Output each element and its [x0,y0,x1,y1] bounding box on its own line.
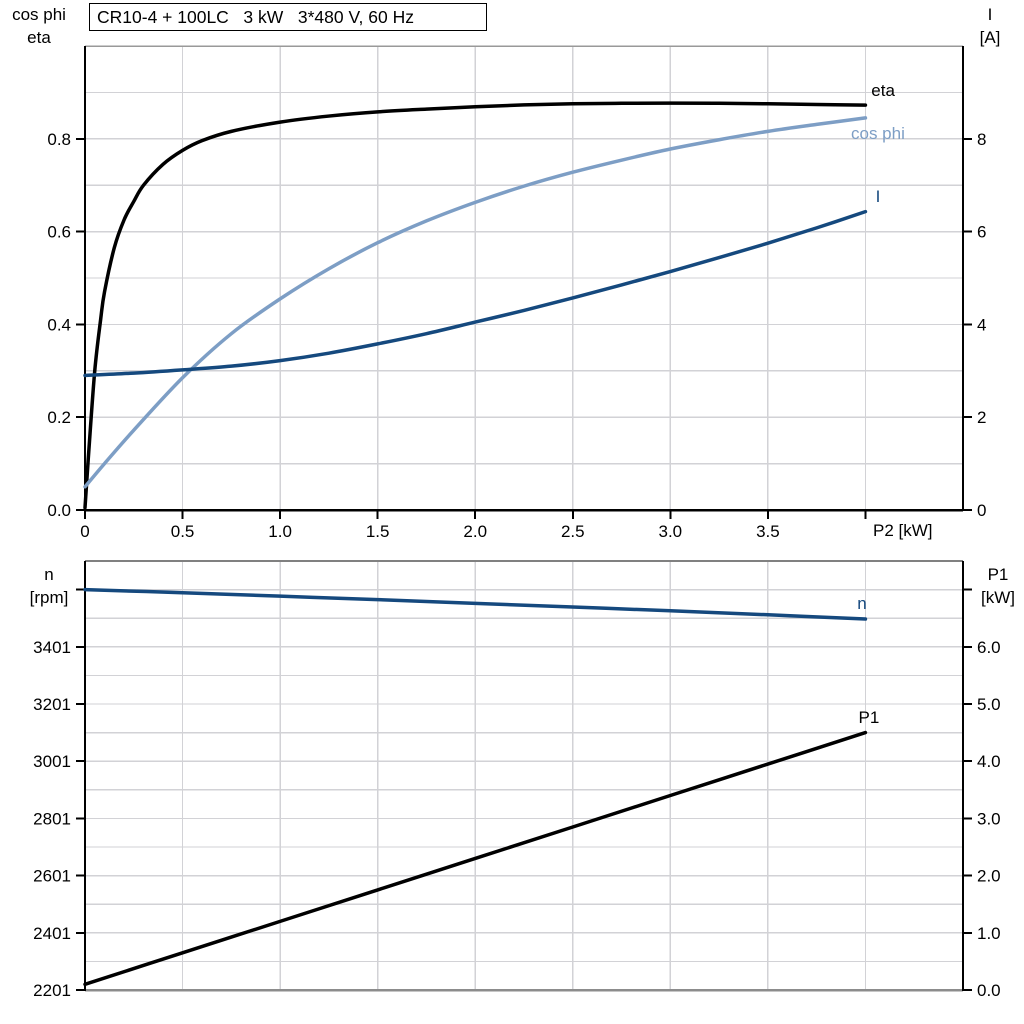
y-right-tick-label: 2.0 [977,867,1001,886]
curve-n [83,587,868,621]
axis-title-line: I [987,5,993,24]
x-tick-label: 3.0 [659,522,683,541]
curve-label-I: I [876,187,881,206]
chart-title: CR10-4 + 100LC 3 kW 3*480 V, 60 Hz [97,6,414,27]
x-tick-label: 3.5 [756,522,780,541]
y-right-tick-label: 4.0 [977,752,1001,771]
y-right-tick-label: 8 [977,130,986,149]
chart-title-box: CR10-4 + 100LC 3 kW 3*480 V, 60 Hz [89,3,487,31]
curve-label-P1: P1 [859,708,880,727]
gridlines [85,46,963,510]
y-left-tick-label: 0.0 [47,501,71,520]
top-left-axis-title: cos phi eta [0,3,78,49]
ticks: 2201 2401 2601 2801 3001 3201 3401 0.0 1.0 2.0 3.0… [33,588,1001,1000]
x-axis-label: P2 [kW] [873,521,933,540]
curve-P1 [83,730,868,987]
curve-label-n: n [857,594,866,613]
bottom-chart: 2201 2401 2601 2801 3001 3201 3401 0.0 1.0 2.0 3.0… [33,560,1001,1000]
y-left-tick-label: 2201 [33,981,71,1000]
x-tick-label: 0 [80,522,89,541]
bottom-left-axis-title: n [rpm] [10,563,88,609]
y-right-tick-label: 4 [977,315,986,334]
y-left-tick-label: 2601 [33,867,71,886]
y-left-tick-label: 0.6 [47,223,71,242]
x-tick-label: 2.0 [463,522,487,541]
y-left-tick-label: 0.2 [47,408,71,427]
y-right-tick-label: 5.0 [977,695,1001,714]
axis-title-line: P1 [987,565,1009,584]
y-left-tick-label: 3401 [33,638,71,657]
frame [84,560,964,992]
y-right-tick-label: 6.0 [977,638,1001,657]
axis-title-line: n [44,565,54,584]
curve-cos-phi [83,116,868,489]
x-tick-label: 2.5 [561,522,585,541]
curve-label-eta: eta [871,81,895,100]
y-right-tick-label: 3.0 [977,809,1001,828]
ticks: 0 0.5 1.0 1.5 2.0 2.5 3.0 3.5 0.0 0.2 0.4 0.6 0.8 0 2 4… [47,130,986,541]
y-left-tick-label: 3201 [33,695,71,714]
y-left-tick-label: 0.4 [47,315,71,334]
curve-I [83,209,868,378]
x-tick-label: 1.5 [366,522,390,541]
axis-title-line: [A] [979,28,1001,47]
curve-label-cos-phi: cos phi [851,124,905,143]
y-right-tick-label: 6 [977,223,986,242]
y-right-tick-label: 1.0 [977,924,1001,943]
curve-eta [83,101,868,510]
top-chart: 0 0.5 1.0 1.5 2.0 2.5 3.0 3.5 0.0 0.2 0.4 0.6 0.8 0 2 4… [47,45,986,541]
gridlines [85,561,963,990]
y-left-tick-label: 2401 [33,924,71,943]
axis-title-line: eta [27,28,51,47]
bottom-right-axis-title: P1 [kW] [972,563,1024,609]
y-right-tick-label: 2 [977,408,986,427]
y-right-tick-label: 0.0 [977,981,1001,1000]
y-left-tick-label: 0.8 [47,130,71,149]
y-left-tick-label: 2801 [33,809,71,828]
frame [84,45,964,512]
axis-title-line: [kW] [981,588,1015,607]
axis-title-line: [rpm] [29,588,69,607]
top-right-axis-title: I [A] [963,3,1017,49]
y-left-tick-label: 3001 [33,752,71,771]
axis-title-line: cos phi [12,5,66,24]
y-right-tick-label: 0 [977,501,986,520]
x-tick-label: 1.0 [268,522,292,541]
x-tick-label: 0.5 [171,522,195,541]
